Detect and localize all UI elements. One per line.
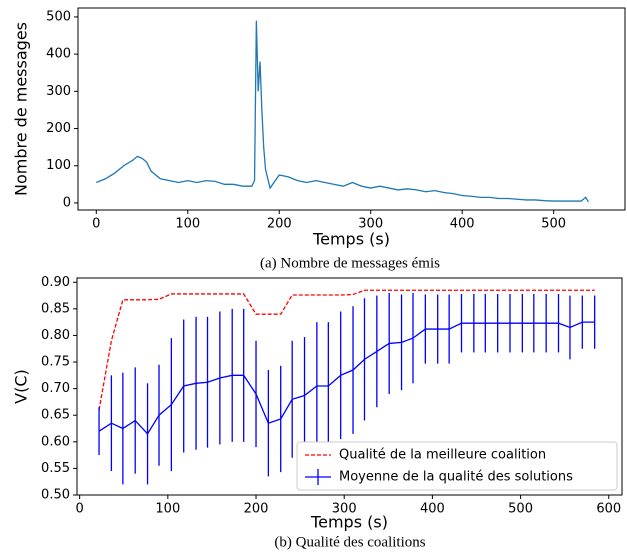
y-tick-label: 0.85 bbox=[41, 301, 70, 316]
y-tick-label: 0 bbox=[63, 195, 71, 210]
x-tick-label: 0 bbox=[92, 217, 100, 232]
data-line bbox=[98, 289, 595, 411]
y-axis-label: Nombre de messages bbox=[12, 22, 31, 196]
y-tick-label: 0.55 bbox=[41, 461, 70, 476]
y-tick-label: 500 bbox=[46, 9, 71, 24]
x-axis-label: Temps (s) bbox=[310, 513, 388, 532]
x-tick-label: 100 bbox=[155, 502, 180, 517]
plot-frame bbox=[76, 277, 623, 496]
legend-label: Moyenne de la qualité des solutions bbox=[339, 470, 573, 485]
x-tick-label: 100 bbox=[175, 217, 200, 232]
y-axis-label: V(C) bbox=[12, 369, 31, 404]
y-tick-label: 0.90 bbox=[41, 275, 70, 290]
y-tick-label: 100 bbox=[46, 158, 71, 173]
y-tick-label: 0.75 bbox=[41, 355, 70, 370]
y-tick-label: 0.65 bbox=[41, 408, 70, 423]
x-tick-label: 400 bbox=[420, 502, 445, 517]
data-line bbox=[96, 20, 589, 203]
y-tick-label: 300 bbox=[46, 84, 71, 99]
x-tick-label: 500 bbox=[541, 217, 566, 232]
x-tick-label: 200 bbox=[244, 502, 269, 517]
x-tick-label: 0 bbox=[76, 502, 84, 517]
x-axis-label: Temps (s) bbox=[312, 230, 390, 249]
x-tick-label: 300 bbox=[332, 502, 357, 517]
caption: (a) Nombre de messages émis bbox=[260, 255, 440, 271]
y-tick-label: 0.70 bbox=[41, 381, 70, 396]
caption: (b) Qualité des coalitions bbox=[274, 534, 425, 550]
x-tick-label: 600 bbox=[596, 502, 621, 517]
x-tick-label: 400 bbox=[450, 217, 475, 232]
legend-label: Qualité de la meilleure coalition bbox=[339, 448, 546, 463]
plot-frame bbox=[77, 7, 626, 211]
x-tick-label: 300 bbox=[358, 217, 383, 232]
y-tick-label: 400 bbox=[46, 47, 71, 62]
y-tick-label: 0.60 bbox=[41, 434, 70, 449]
legend-box bbox=[296, 441, 618, 491]
y-tick-label: 200 bbox=[46, 121, 71, 136]
y-tick-label: 0.80 bbox=[41, 328, 70, 343]
data-line bbox=[98, 321, 595, 435]
x-tick-label: 500 bbox=[508, 502, 533, 517]
y-tick-label: 0.50 bbox=[41, 488, 70, 503]
x-tick-label: 200 bbox=[267, 217, 292, 232]
